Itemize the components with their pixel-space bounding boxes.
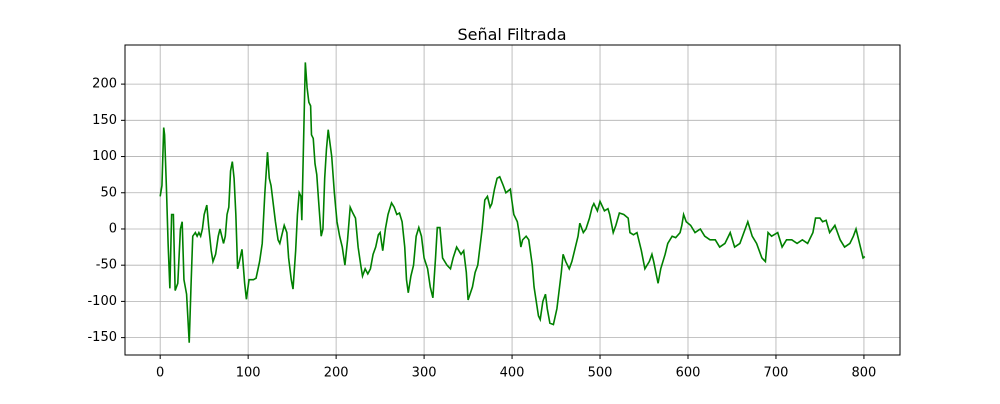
y-tick-label: 0 [109, 221, 117, 236]
y-tick-label: 150 [92, 113, 117, 128]
x-tick-label: 600 [676, 366, 701, 381]
y-tick-label: 50 [100, 185, 117, 200]
line [159, 62, 866, 343]
plot-frame [124, 44, 901, 356]
y-tick-label: -100 [87, 294, 117, 309]
y-tick-label: 100 [92, 149, 117, 164]
x-tick-label: 300 [412, 366, 437, 381]
y-tick-label: -50 [96, 258, 117, 273]
x-tick-label: 700 [764, 366, 789, 381]
x-tick-label: 500 [588, 366, 613, 381]
x-tick-label: 400 [500, 366, 525, 381]
x-tick-label: 100 [236, 366, 261, 381]
x-tick-label: 800 [852, 366, 877, 381]
chart-title: Señal Filtrada [457, 25, 566, 44]
y-tick-label: 200 [92, 77, 117, 92]
y-tick-label: -150 [87, 330, 117, 345]
x-tick-label: 200 [324, 366, 349, 381]
x-tick-label: 0 [156, 366, 164, 381]
